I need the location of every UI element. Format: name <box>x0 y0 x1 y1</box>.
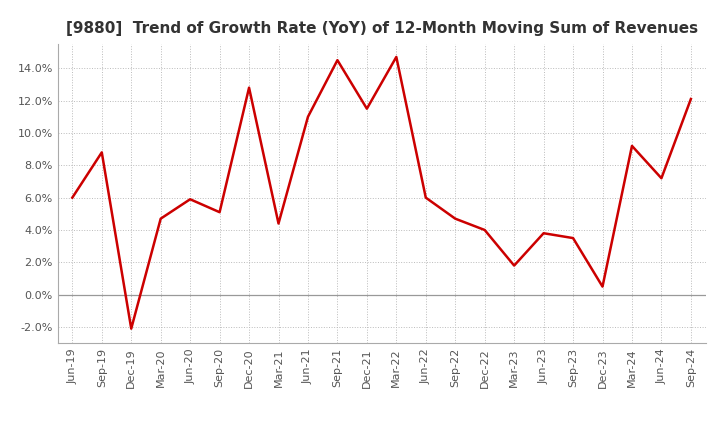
Title: [9880]  Trend of Growth Rate (YoY) of 12-Month Moving Sum of Revenues: [9880] Trend of Growth Rate (YoY) of 12-… <box>66 21 698 36</box>
